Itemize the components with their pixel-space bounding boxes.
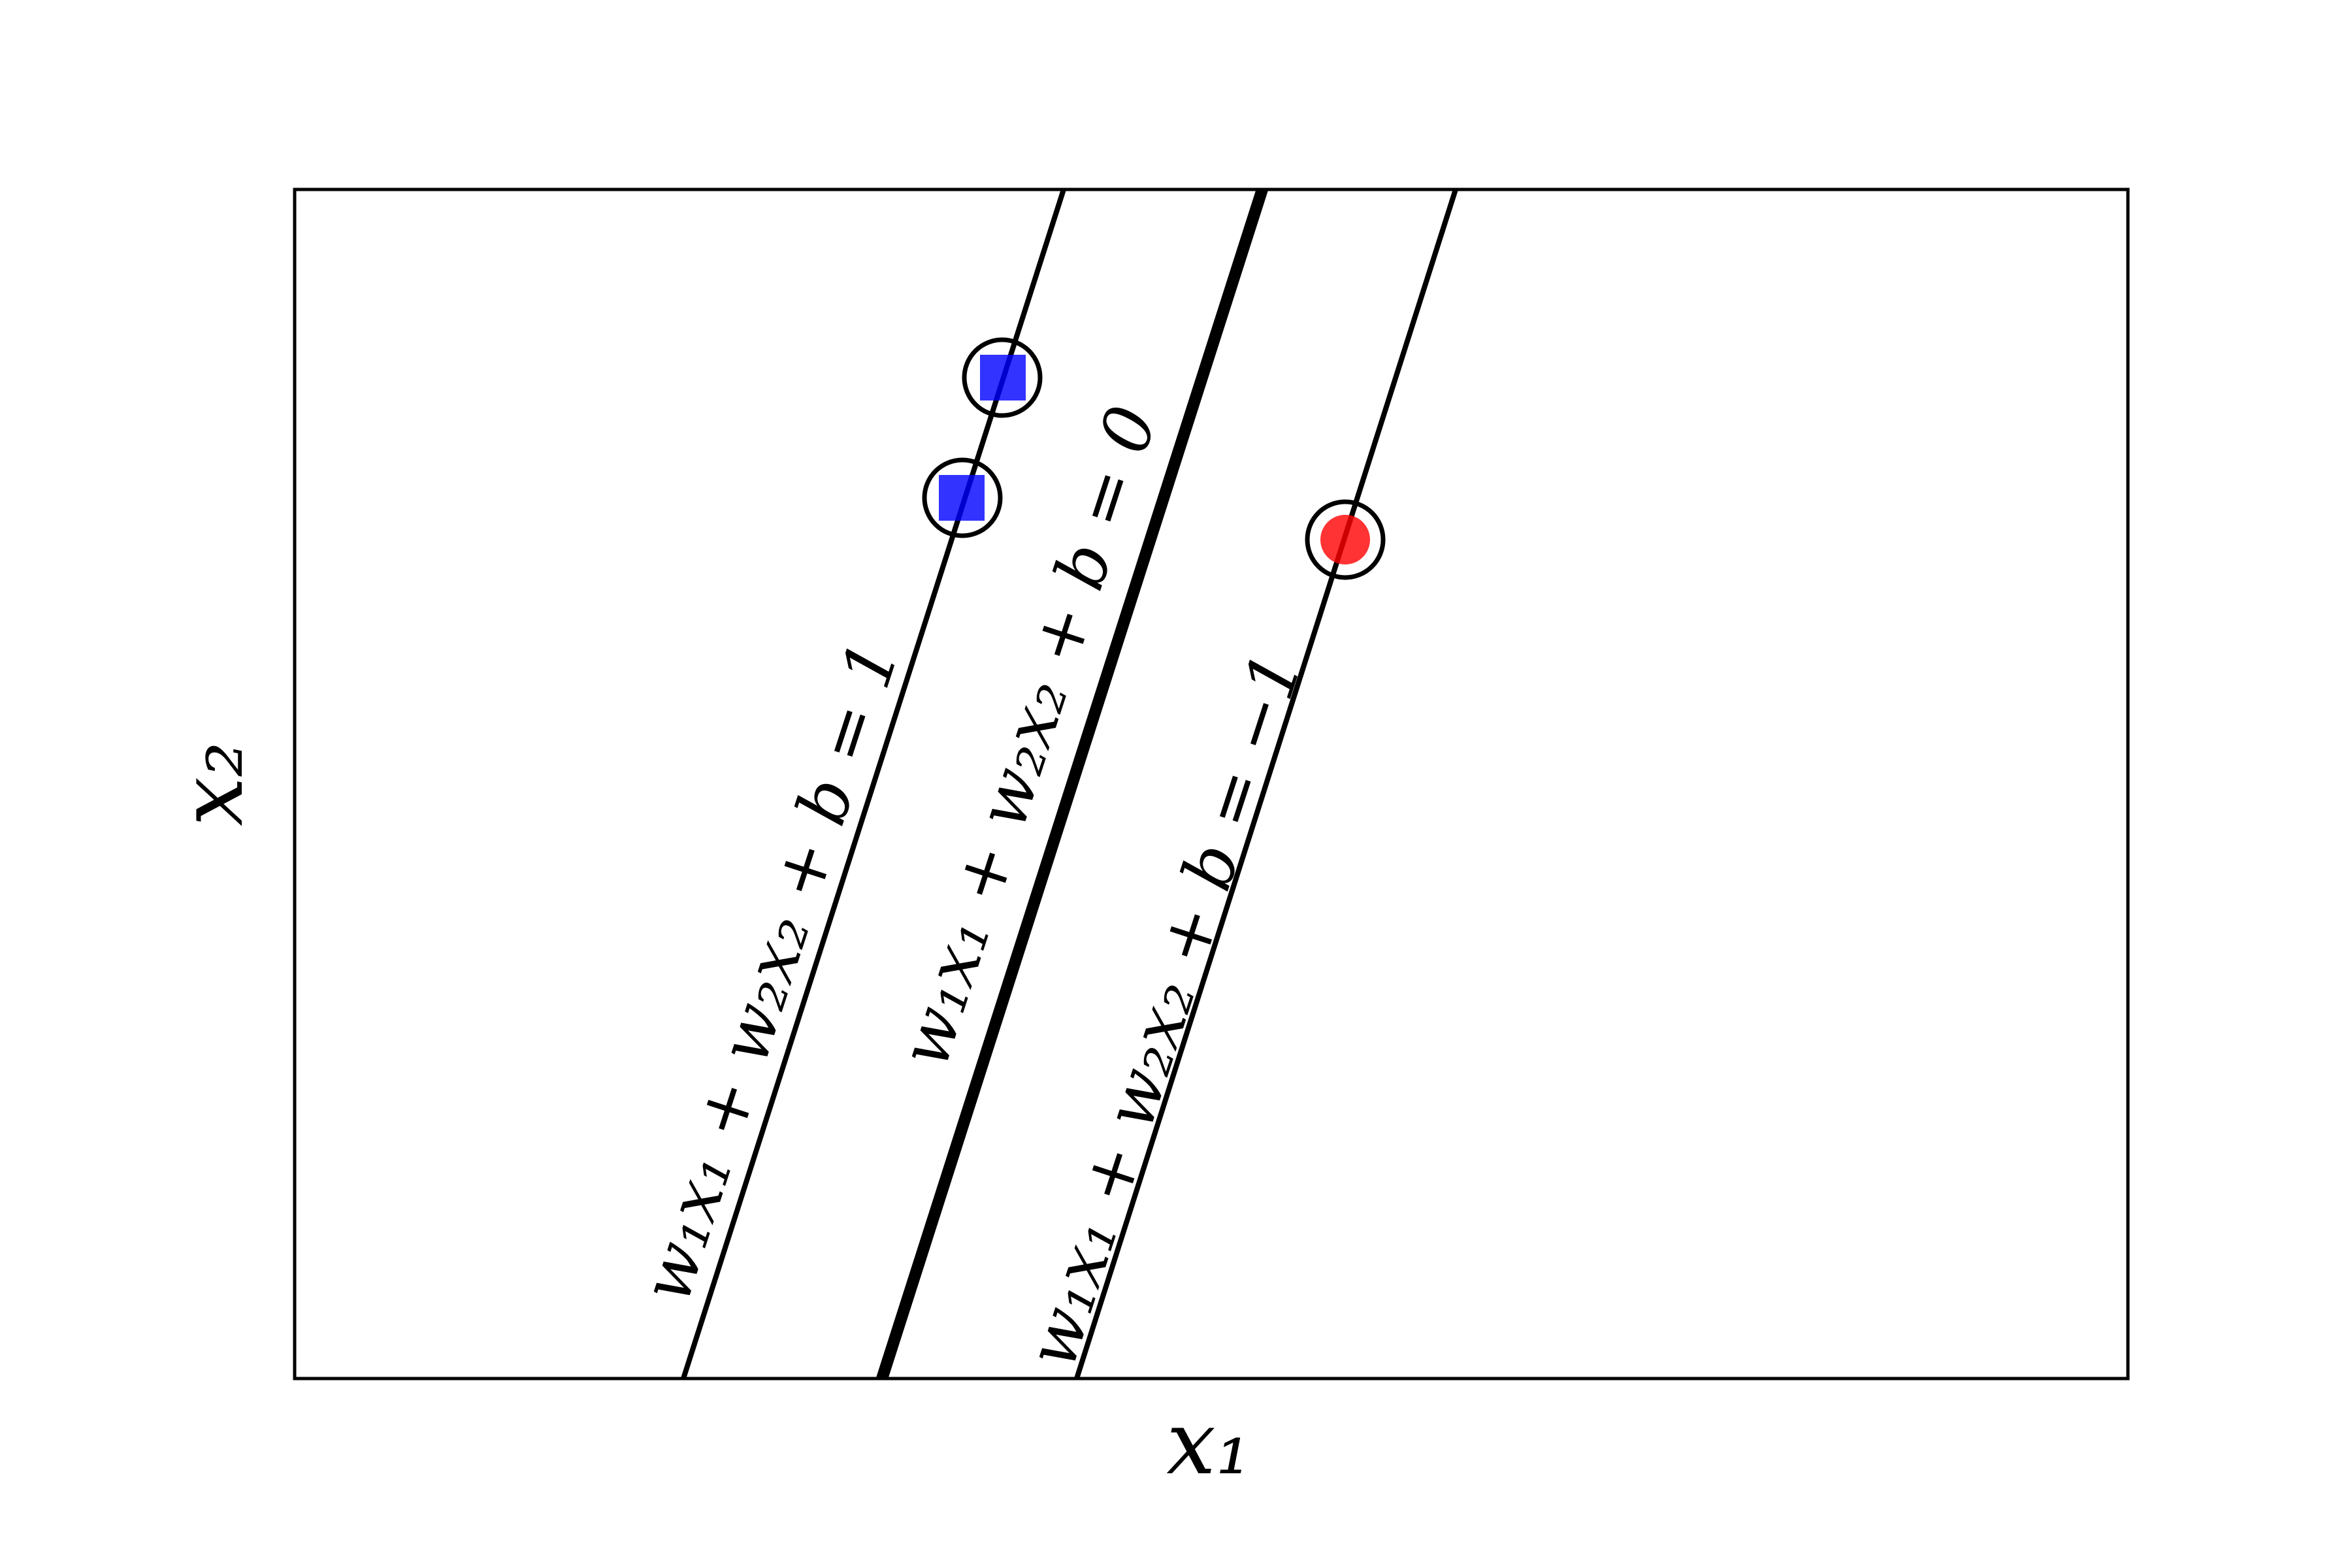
plot-frame (293, 188, 2130, 1380)
decision-boundary-line (876, 188, 1268, 1380)
positive-point (980, 355, 1026, 400)
negative-point (1320, 515, 1370, 564)
support-vector-ring (962, 337, 1043, 418)
positive-point (939, 475, 985, 521)
margin-line-negative (1074, 188, 1458, 1380)
margin-positive-label: w₁x₁ + w₂x₂ + b = 1 (626, 632, 915, 1312)
support-vector-ring (1305, 499, 1386, 580)
y-axis-label: x₂ (161, 742, 263, 826)
support-vector-ring (922, 457, 1003, 538)
x-axis-label: x₁ (1166, 1392, 1250, 1494)
decision-boundary-label: w₁x₁ + w₂x₂ + b = 0 (884, 397, 1173, 1077)
